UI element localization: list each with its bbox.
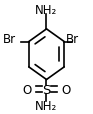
Text: S: S	[42, 83, 51, 96]
Text: NH₂: NH₂	[35, 4, 58, 17]
Text: O: O	[61, 83, 70, 96]
Text: O: O	[23, 83, 32, 96]
Text: Br: Br	[3, 33, 16, 46]
Text: Br: Br	[66, 33, 79, 46]
Text: NH₂: NH₂	[35, 99, 58, 112]
